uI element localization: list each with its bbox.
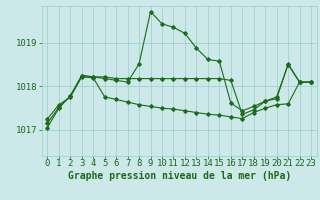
X-axis label: Graphe pression niveau de la mer (hPa): Graphe pression niveau de la mer (hPa) — [68, 171, 291, 181]
